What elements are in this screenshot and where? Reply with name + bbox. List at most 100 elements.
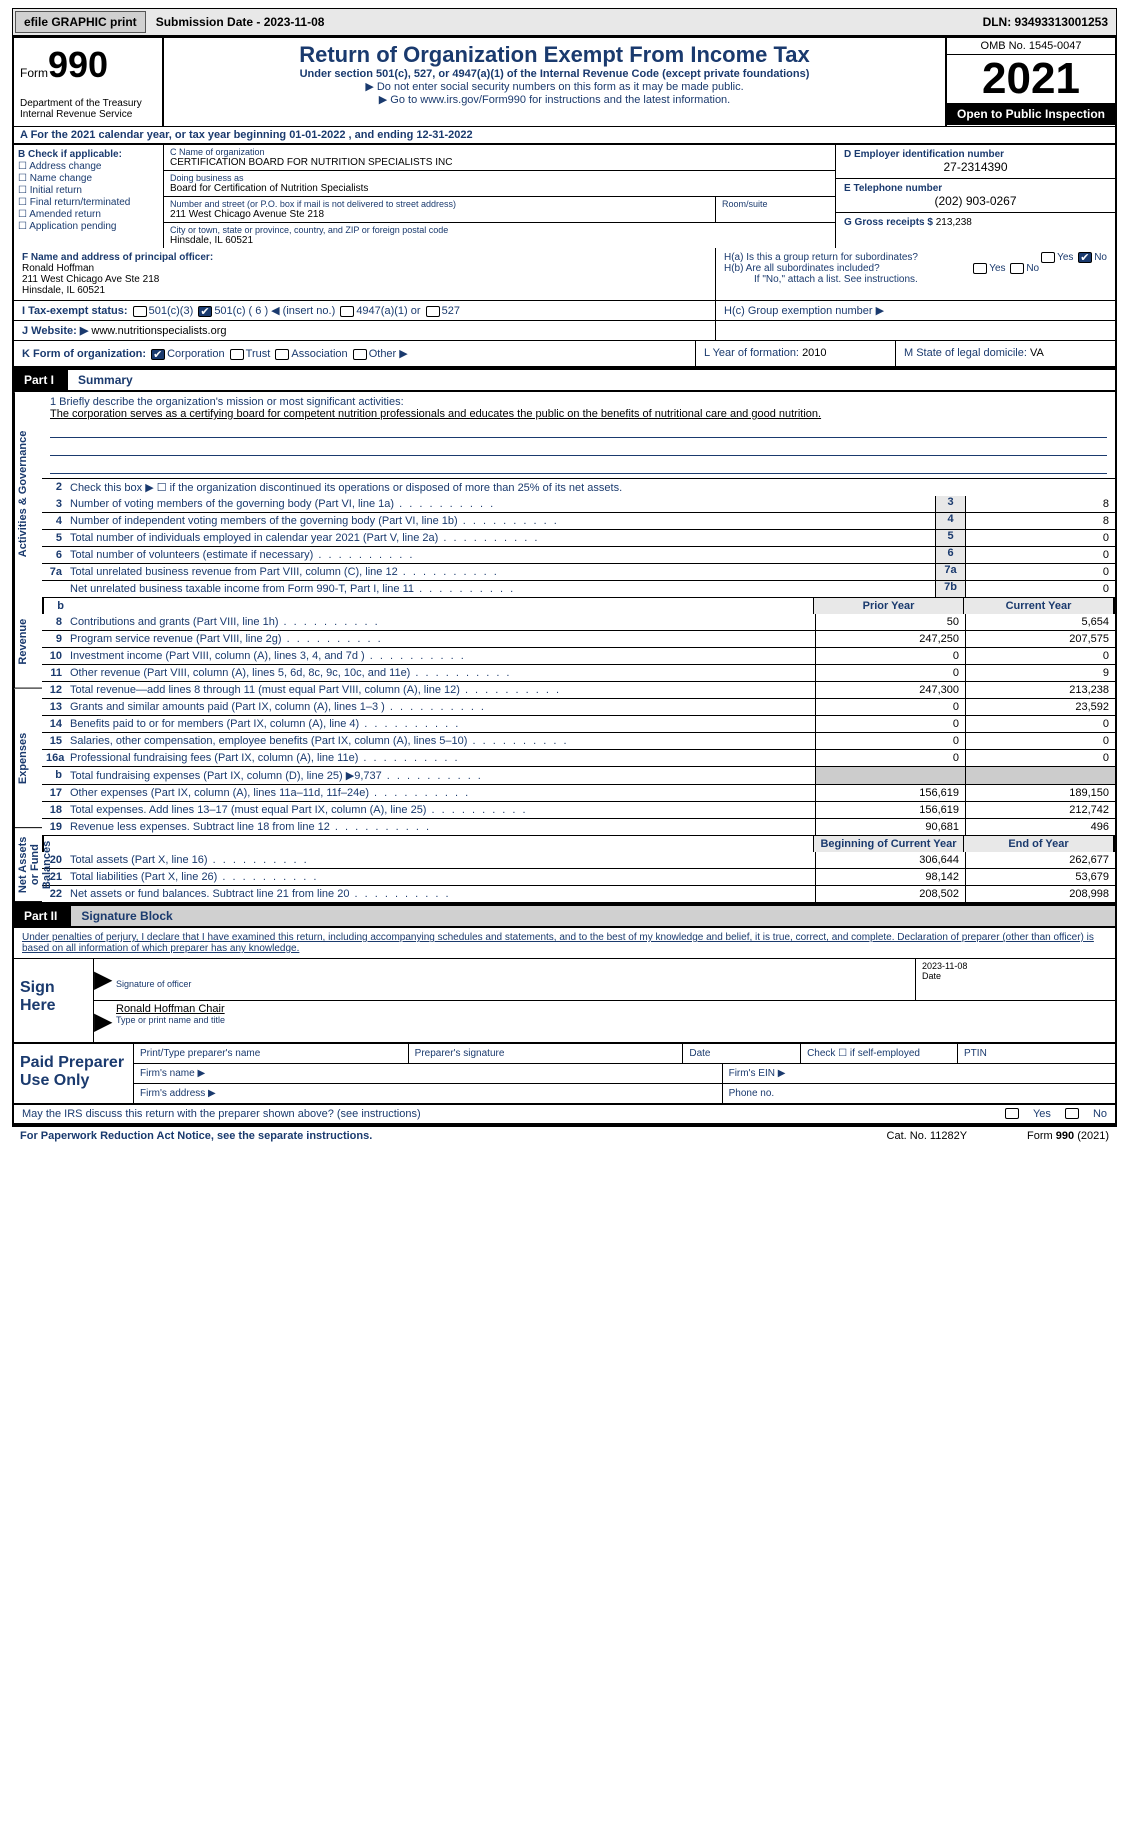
col-curr: Current Year <box>963 598 1113 614</box>
pp-phone: Phone no. <box>723 1084 1115 1103</box>
row-klm: K Form of organization: Corporation Trus… <box>12 341 1117 368</box>
officer-name: Ronald Hoffman <box>22 263 94 274</box>
colb: b <box>44 598 68 614</box>
row-j: J Website: ▶ www.nutritionspecialists.or… <box>12 321 1117 341</box>
state-domicile: VA <box>1030 347 1044 359</box>
b-opt[interactable]: ☐ Initial return <box>18 185 159 196</box>
submission-date: Submission Date - 2023-11-08 <box>148 12 333 32</box>
part2-ttl: Signature Block <box>67 906 1115 926</box>
k-opt[interactable] <box>353 349 367 360</box>
k-opt[interactable] <box>151 349 165 360</box>
k-lbl: K Form of organization: <box>22 348 146 360</box>
ha-yes[interactable] <box>1041 252 1055 263</box>
i-opt[interactable] <box>198 306 212 317</box>
may-yes[interactable] <box>1005 1108 1019 1119</box>
pp-ein: Firm's EIN ▶ <box>723 1064 1115 1083</box>
part1-hdr: Part I Summary <box>12 368 1117 392</box>
line2: Check this box ▶ ☐ if the organization d… <box>66 479 1115 496</box>
i-opt[interactable] <box>133 306 147 317</box>
mission-lbl: 1 Briefly describe the organization's mi… <box>50 396 404 408</box>
act-row: 3Number of voting members of the governi… <box>42 496 1115 512</box>
arrow2: ▶ Go to www.irs.gov/Form990 for instruct… <box>172 93 937 106</box>
arrow2-post: for instructions and the latest informat… <box>526 94 730 106</box>
hb-note: If "No," attach a list. See instructions… <box>724 274 1107 285</box>
info-block: B Check if applicable: ☐ Address change … <box>12 145 1117 248</box>
na-row: 22Net assets or fund balances. Subtract … <box>42 885 1115 902</box>
gross-receipts: 213,238 <box>936 217 972 228</box>
rev-row: 10Investment income (Part VIII, column (… <box>42 647 1115 664</box>
b-opt[interactable]: ☐ Amended return <box>18 209 159 220</box>
ha-lbl: H(a) Is this a group return for subordin… <box>724 252 918 263</box>
b-opt[interactable]: ☐ Address change <box>18 161 159 172</box>
footer: For Paperwork Reduction Act Notice, see … <box>12 1125 1117 1145</box>
k-opt[interactable] <box>275 349 289 360</box>
pp-sig-lbl: Preparer's signature <box>409 1044 684 1063</box>
e-lbl: E Telephone number <box>844 183 1107 194</box>
c-city-lbl: City or town, state or province, country… <box>170 225 829 235</box>
pp-firm: Firm's name ▶ <box>134 1064 723 1083</box>
i-o3: 527 <box>442 305 460 317</box>
pp-ptin-lbl: PTIN <box>958 1044 1115 1063</box>
part1-ttl: Summary <box>64 370 1115 390</box>
sig-date: 2023-11-08 <box>922 961 967 971</box>
k2: Association <box>291 348 347 360</box>
l-lbl: L Year of formation: <box>704 347 799 359</box>
d-lbl: D Employer identification number <box>844 149 1107 160</box>
m-lbl: M State of legal domicile: <box>904 347 1027 359</box>
tax-year: 2021 <box>947 55 1115 103</box>
year-formation: 2010 <box>802 347 826 359</box>
org-dba: Board for Certification of Nutrition Spe… <box>170 183 368 194</box>
foot-c: Form 990 (2021) <box>1027 1130 1109 1142</box>
hb-no[interactable] <box>1010 263 1024 274</box>
b-opt[interactable]: ☐ Name change <box>18 173 159 184</box>
act-row: 5Total number of individuals employed in… <box>42 529 1115 546</box>
cal-line: A For the 2021 calendar year, or tax yea… <box>12 126 1117 145</box>
c-room-lbl: Room/suite <box>722 199 829 209</box>
form-header: Form990 Department of the Treasury Inter… <box>12 36 1117 126</box>
may-no[interactable] <box>1065 1108 1079 1119</box>
b-opt[interactable]: ☐ Final return/terminated <box>18 197 159 208</box>
col-prior: Prior Year <box>813 598 963 614</box>
exp-row: 16aProfessional fundraising fees (Part I… <box>42 749 1115 766</box>
act-row: 7aTotal unrelated business revenue from … <box>42 563 1115 580</box>
foot-b: Cat. No. 11282Y <box>887 1130 968 1142</box>
i-opt[interactable] <box>426 306 440 317</box>
pp-date-lbl: Date <box>683 1044 801 1063</box>
b-opt[interactable]: ☐ Application pending <box>18 221 159 232</box>
exp-row: 19Revenue less expenses. Subtract line 1… <box>42 818 1115 835</box>
f-lbl: F Name and address of principal officer: <box>22 252 213 263</box>
sign-block: Sign Here ▶ Signature of officer 2023-11… <box>12 958 1117 1044</box>
ha-no[interactable] <box>1078 252 1092 263</box>
officer-printed: Ronald Hoffman Chair <box>116 1003 225 1015</box>
c-street-lbl: Number and street (or P.O. box if mail i… <box>170 199 709 209</box>
c-name-lbl: C Name of organization <box>170 147 829 157</box>
hb-yes[interactable] <box>973 263 987 274</box>
sig-lbl: Signature of officer <box>116 979 191 989</box>
mission-txt: The corporation serves as a certifying b… <box>50 408 821 420</box>
k-opt[interactable] <box>230 349 244 360</box>
part2-tag: Part II <box>14 906 67 926</box>
paid-preparer: Paid Preparer Use Only Print/Type prepar… <box>12 1044 1117 1105</box>
foot-a: For Paperwork Reduction Act Notice, see … <box>20 1130 372 1142</box>
dln: DLN: 93493313001253 <box>975 12 1116 32</box>
arrow2-pre: ▶ Go to <box>379 94 420 106</box>
i-opt[interactable] <box>340 306 354 317</box>
name-lbl: Type or print name and title <box>116 1015 225 1025</box>
pp-name-lbl: Print/Type preparer's name <box>134 1044 409 1063</box>
act-row: Net unrelated business taxable income fr… <box>42 580 1115 597</box>
rev-row: 11Other revenue (Part VIII, column (A), … <box>42 664 1115 681</box>
irs-link[interactable]: www.irs.gov/Form990 <box>420 94 526 106</box>
na-row: 21Total liabilities (Part X, line 26)98,… <box>42 868 1115 885</box>
irs-discuss: May the IRS discuss this return with the… <box>12 1105 1117 1125</box>
b-lbl: B Check if applicable: <box>18 149 122 160</box>
na-col-curr: End of Year <box>963 836 1113 852</box>
blank-line <box>50 460 1107 474</box>
section-deg: D Employer identification number27-23143… <box>835 145 1115 248</box>
i-o1: 501(c) ( 6 ) ◀ (insert no.) <box>214 305 335 317</box>
pp-addr: Firm's address ▶ <box>134 1084 723 1103</box>
exp-row: 15Salaries, other compensation, employee… <box>42 732 1115 749</box>
part2-hdr: Part II Signature Block <box>12 904 1117 928</box>
efile-btn[interactable]: efile GRAPHIC print <box>15 11 146 33</box>
website: www.nutritionspecialists.org <box>91 325 226 337</box>
ein: 27-2314390 <box>844 160 1107 174</box>
